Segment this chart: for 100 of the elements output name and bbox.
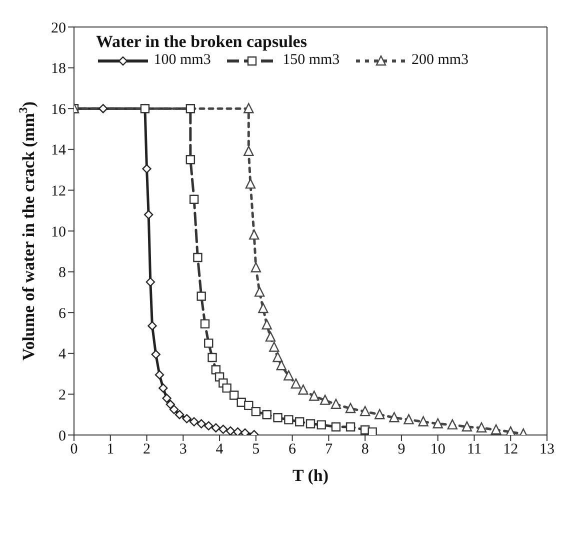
point bbox=[250, 262, 262, 272]
point bbox=[233, 427, 242, 435]
x-tick-label: 1 bbox=[106, 442, 114, 458]
y-tick-label: 14 bbox=[51, 142, 66, 159]
x-tick-label: 8 bbox=[361, 442, 369, 458]
point bbox=[462, 421, 472, 432]
point bbox=[432, 418, 443, 428]
point bbox=[244, 146, 254, 156]
point bbox=[154, 370, 164, 380]
point bbox=[262, 319, 272, 330]
point bbox=[316, 420, 326, 430]
x-tick-label: 12 bbox=[503, 442, 518, 458]
x-tick-label: 11 bbox=[467, 442, 482, 458]
point bbox=[360, 406, 370, 416]
point bbox=[204, 421, 214, 430]
point bbox=[284, 370, 294, 380]
point bbox=[158, 383, 168, 393]
x-tick-label: 0 bbox=[70, 442, 78, 458]
point bbox=[476, 422, 487, 432]
point bbox=[294, 417, 304, 426]
y-tick-label: 8 bbox=[58, 265, 66, 282]
point bbox=[309, 390, 320, 401]
legend-label: 100 mm3 bbox=[152, 52, 211, 69]
y-tick-label: 2 bbox=[58, 388, 66, 404]
point bbox=[196, 292, 206, 301]
point bbox=[211, 423, 220, 432]
point bbox=[186, 104, 196, 114]
y-tick-label: 12 bbox=[51, 184, 66, 200]
point bbox=[244, 103, 254, 114]
x-tick-label: 9 bbox=[398, 442, 406, 458]
point bbox=[189, 194, 199, 204]
point bbox=[98, 104, 108, 114]
point bbox=[330, 398, 342, 409]
point bbox=[345, 402, 356, 414]
point bbox=[244, 400, 254, 410]
x-tick-label: 10 bbox=[430, 442, 446, 458]
point bbox=[331, 422, 341, 432]
point bbox=[229, 390, 239, 400]
y-tick-label: 0 bbox=[58, 428, 66, 444]
point bbox=[490, 424, 502, 434]
point bbox=[262, 410, 272, 420]
x-tick-label: 4 bbox=[216, 442, 224, 458]
x-tick-label: 3 bbox=[179, 442, 187, 458]
point bbox=[249, 229, 260, 240]
point bbox=[148, 321, 157, 330]
point bbox=[151, 350, 160, 360]
point bbox=[258, 302, 268, 314]
x-tick-label: 7 bbox=[324, 442, 333, 458]
point bbox=[204, 338, 214, 348]
legend-label: 150 mm3 bbox=[282, 52, 340, 69]
point bbox=[306, 419, 316, 428]
point bbox=[222, 383, 232, 393]
point bbox=[269, 342, 280, 352]
point bbox=[273, 413, 282, 422]
point bbox=[182, 414, 192, 424]
point bbox=[284, 415, 294, 424]
x-tick-label: 6 bbox=[288, 442, 297, 458]
point bbox=[254, 286, 265, 297]
point bbox=[320, 394, 330, 405]
point bbox=[200, 319, 210, 328]
point bbox=[196, 419, 206, 428]
point bbox=[218, 424, 228, 434]
x-tick-label: 5 bbox=[252, 442, 260, 458]
x-axis-title: T (h) bbox=[292, 466, 329, 485]
y-tick-label: 6 bbox=[58, 306, 66, 322]
legend-label: 200 mm3 bbox=[410, 52, 469, 69]
point bbox=[162, 394, 172, 403]
point bbox=[193, 252, 202, 262]
point bbox=[240, 428, 250, 435]
point bbox=[447, 419, 458, 430]
point bbox=[276, 360, 286, 370]
point bbox=[418, 416, 428, 426]
point bbox=[290, 378, 302, 389]
x-tick-label: 13 bbox=[540, 442, 554, 458]
point bbox=[174, 410, 184, 420]
point bbox=[142, 164, 152, 174]
y-tick-label: 4 bbox=[58, 346, 66, 363]
point bbox=[144, 210, 154, 220]
point bbox=[208, 352, 217, 362]
point bbox=[404, 414, 414, 424]
point bbox=[226, 426, 236, 435]
point bbox=[186, 155, 196, 164]
point bbox=[368, 427, 377, 435]
point bbox=[346, 422, 356, 432]
y-tick-label: 10 bbox=[51, 224, 66, 240]
point bbox=[169, 404, 179, 414]
x-tick-label: 2 bbox=[143, 442, 151, 458]
point bbox=[245, 178, 256, 189]
point bbox=[272, 352, 283, 362]
point bbox=[166, 400, 176, 409]
point bbox=[389, 412, 400, 422]
y-tick-label: 16 bbox=[51, 102, 66, 118]
point bbox=[146, 277, 156, 287]
y-tick-label: 20 bbox=[51, 20, 66, 36]
point bbox=[374, 409, 385, 420]
y-tick-label: 18 bbox=[51, 61, 66, 78]
point bbox=[251, 406, 261, 416]
point bbox=[298, 384, 308, 395]
legend-title: Water in the broken capsules bbox=[96, 32, 308, 52]
point bbox=[265, 331, 276, 342]
